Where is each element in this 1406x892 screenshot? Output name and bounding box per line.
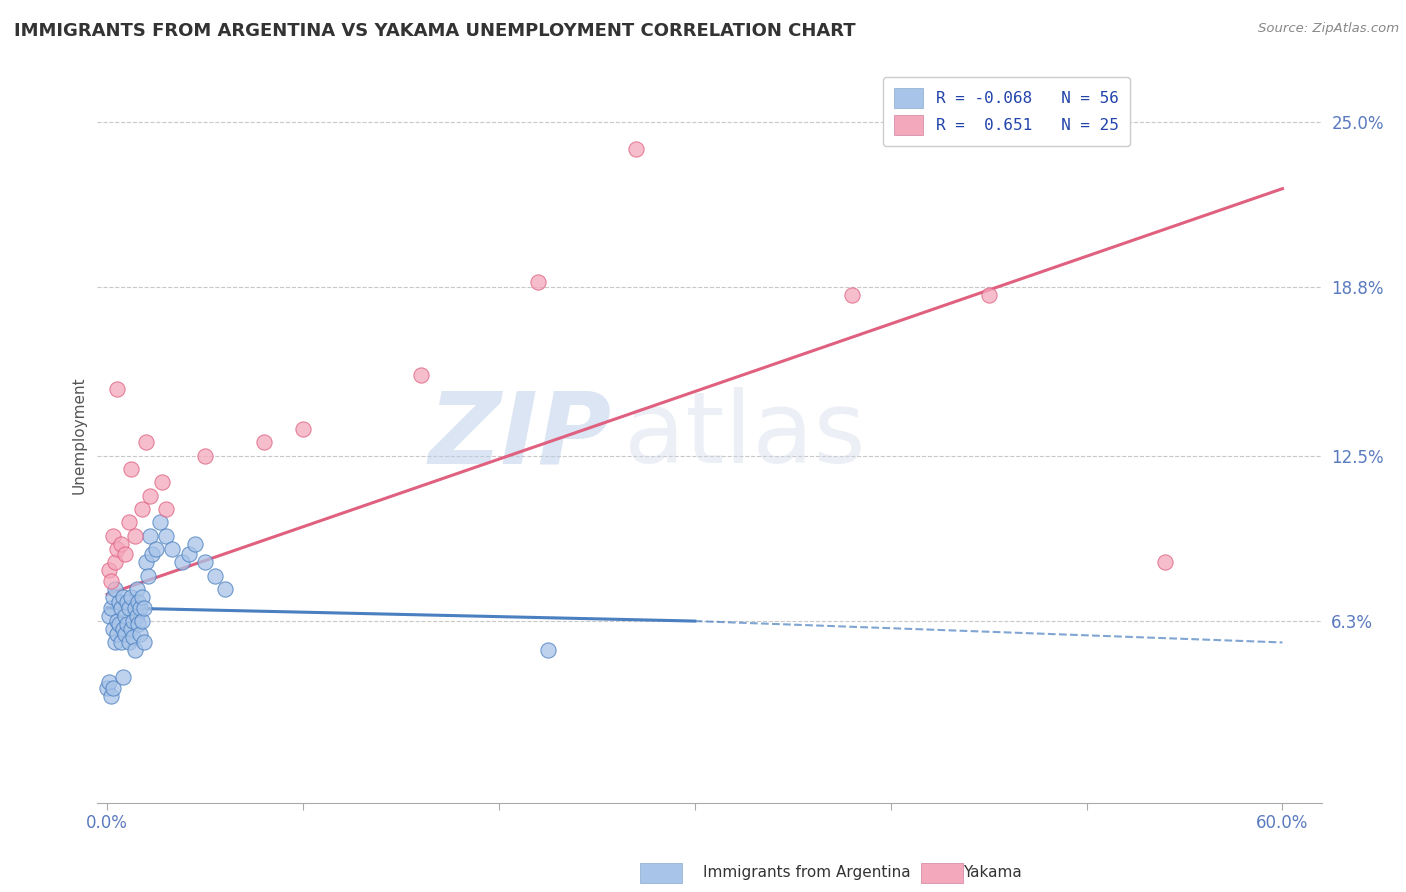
Point: [131, 502, 153, 516]
Point: [118, 600, 141, 615]
Point: [145, 541, 167, 556]
Point: [127, 616, 149, 631]
Point: [129, 627, 152, 641]
Point: [409, 368, 432, 383]
Point: [105, 614, 128, 628]
Point: [105, 627, 128, 641]
Point: [118, 516, 141, 530]
Legend: R = -0.068   N = 56, R =  0.651   N = 25: R = -0.068 N = 56, R = 0.651 N = 25: [883, 77, 1130, 146]
Point: [114, 627, 136, 641]
Point: [129, 600, 152, 615]
Point: [170, 555, 193, 569]
Point: [121, 614, 143, 628]
Point: [111, 670, 134, 684]
Point: [108, 595, 131, 609]
Point: [155, 502, 177, 516]
Point: [104, 635, 127, 649]
Point: [110, 536, 132, 550]
Point: [120, 590, 142, 604]
Point: [139, 529, 162, 543]
Text: Source: ZipAtlas.com: Source: ZipAtlas.com: [1258, 22, 1399, 36]
Point: [124, 600, 146, 615]
Point: [624, 142, 647, 156]
Point: [96, 681, 118, 695]
Point: [98, 675, 121, 690]
Point: [115, 595, 138, 609]
Text: atlas: atlas: [624, 387, 866, 484]
Point: [100, 600, 122, 615]
Point: [135, 555, 157, 569]
Text: Yakama: Yakama: [963, 865, 1022, 880]
Point: [104, 582, 127, 596]
Point: [98, 608, 121, 623]
Point: [141, 547, 163, 561]
Point: [155, 529, 177, 543]
Point: [184, 536, 207, 550]
Point: [108, 616, 131, 631]
Point: [194, 449, 217, 463]
Point: [149, 516, 172, 530]
Point: [134, 635, 156, 649]
Point: [537, 643, 560, 657]
Text: IMMIGRANTS FROM ARGENTINA VS YAKAMA UNEMPLOYMENT CORRELATION CHART: IMMIGRANTS FROM ARGENTINA VS YAKAMA UNEM…: [14, 22, 856, 40]
Point: [105, 541, 128, 556]
Point: [127, 595, 149, 609]
Point: [98, 563, 121, 577]
Point: [841, 288, 863, 302]
Text: Immigrants from Argentina: Immigrants from Argentina: [703, 865, 911, 880]
Point: [139, 489, 162, 503]
Point: [125, 608, 148, 623]
Point: [100, 574, 122, 588]
Point: [110, 635, 132, 649]
Point: [977, 288, 1000, 302]
Point: [150, 475, 173, 490]
Point: [105, 382, 128, 396]
Point: [101, 590, 124, 604]
Point: [111, 622, 134, 636]
Point: [104, 555, 127, 569]
Point: [115, 616, 138, 631]
Point: [214, 582, 236, 596]
Point: [160, 541, 183, 556]
Point: [121, 630, 143, 644]
Point: [179, 547, 201, 561]
Point: [101, 622, 124, 636]
Point: [292, 422, 315, 436]
Point: [527, 275, 550, 289]
Point: [120, 622, 142, 636]
Point: [131, 614, 153, 628]
Point: [100, 689, 122, 703]
Point: [114, 608, 136, 623]
Point: [111, 590, 134, 604]
Point: [131, 590, 153, 604]
Point: [124, 529, 146, 543]
Point: [204, 568, 226, 582]
Point: [124, 643, 146, 657]
Point: [118, 635, 141, 649]
Point: [110, 600, 132, 615]
Y-axis label: Unemployment: Unemployment: [72, 376, 86, 494]
Text: ZIP: ZIP: [429, 387, 612, 484]
Point: [120, 462, 142, 476]
Point: [136, 568, 159, 582]
Point: [134, 600, 156, 615]
Point: [125, 582, 148, 596]
Point: [253, 435, 276, 450]
Point: [135, 435, 157, 450]
Point: [101, 529, 124, 543]
Point: [194, 555, 217, 569]
Point: [101, 681, 124, 695]
Point: [1154, 555, 1177, 569]
Point: [114, 547, 136, 561]
